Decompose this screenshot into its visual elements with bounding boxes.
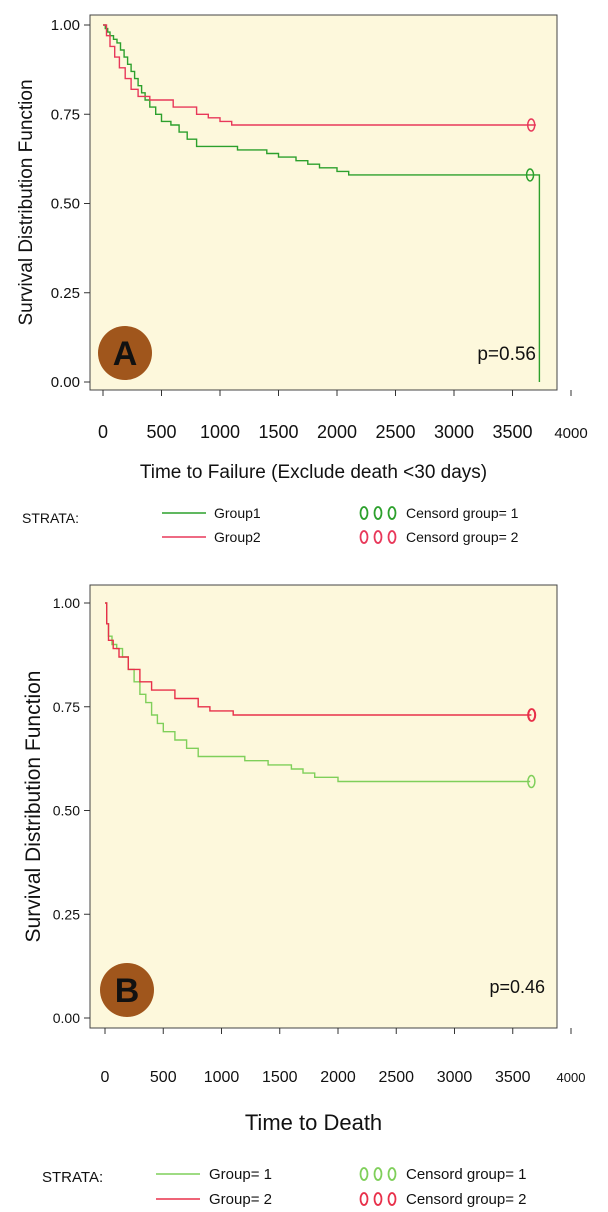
panel-letter-badge: [98, 326, 152, 380]
censor-marker: [527, 708, 537, 722]
censor-marker: [527, 774, 536, 789]
x-axis-label: Time to Failure (Exclude death <30 days): [140, 462, 487, 483]
legend-title: STRATA:: [22, 510, 79, 526]
x-tick-label: 2500: [378, 1069, 414, 1086]
panel-letter: B: [115, 972, 140, 1010]
x-tick-label: 3500: [495, 1069, 531, 1086]
legend: STRATA: Group1 Group2 Censord group= 1 Censo…: [22, 505, 519, 545]
series-line-1: [105, 602, 531, 783]
legend-censor-swatch: [373, 530, 383, 544]
series-line-2: [103, 24, 536, 126]
series-line-1: [103, 24, 541, 382]
p-value-annotation: p=0.46: [489, 977, 545, 997]
legend-censor-swatch: [359, 1192, 369, 1206]
x-tick-label: 2500: [375, 422, 415, 442]
y-tick-label: 1.00: [53, 595, 80, 611]
x-tick-label: 500: [150, 1069, 177, 1086]
legend-censor-swatch: [373, 1192, 383, 1206]
x-tick-label: 4000: [554, 425, 587, 442]
legend-censor-swatch: [387, 530, 397, 544]
plot-area: [89, 584, 558, 1029]
p-value-annotation: p=0.56: [477, 344, 536, 365]
x-tick-label: 1500: [262, 1069, 298, 1086]
legend-series-label: Group1: [214, 505, 261, 521]
x-tick-label: 2000: [317, 422, 357, 442]
legend-title: STRATA:: [42, 1169, 103, 1186]
legend-series-label: Group= 1: [209, 1166, 272, 1183]
y-tick-label: 0.00: [51, 374, 80, 391]
chart-panel-a: 0.00 0.25 0.50 0.75 1.00 0 500 1000 1500 2000 2500…: [16, 14, 588, 545]
legend: STRATA: Group= 1 Group= 2 Censord group= 1 C…: [42, 1166, 527, 1208]
censor-marker: [525, 168, 535, 182]
x-axis-label: Time to Death: [245, 1110, 382, 1135]
legend-censor-label: Censord group= 2: [406, 529, 519, 545]
y-tick-label: 0.75: [53, 699, 80, 715]
x-tick-label: 500: [146, 422, 176, 442]
panel-letter: A: [113, 335, 138, 373]
censor-marker: [526, 118, 536, 132]
series-line-2: [105, 602, 532, 716]
legend-censor-swatch: [373, 506, 383, 520]
x-tick-label: 2000: [320, 1069, 356, 1086]
y-tick-label: 0.75: [51, 106, 80, 123]
legend-censor-swatch: [373, 1167, 383, 1181]
legend-censor-swatch: [387, 1192, 397, 1206]
legend-censor-swatch: [387, 506, 397, 520]
y-axis-label: Survival Distribution Function: [16, 79, 37, 325]
chart-panel-b: 0.00 0.25 0.50 0.75 1.00 0 500 1000 1500 2000 2500…: [22, 584, 586, 1208]
legend-censor-swatch: [387, 1167, 397, 1181]
x-tick-label: 3000: [434, 422, 474, 442]
legend-censor-swatch: [359, 530, 369, 544]
y-tick-label: 0.25: [51, 285, 80, 302]
legend-censor-swatch: [359, 1167, 369, 1181]
legend-censor-label: Censord group= 1: [406, 1166, 527, 1183]
legend-censor-swatch: [359, 506, 369, 520]
legend-censor-label: Censord group= 2: [406, 1191, 527, 1208]
plot-area: [89, 14, 558, 391]
legend-censor-label: Censord group= 1: [406, 505, 519, 521]
x-tick-label: 3000: [437, 1069, 473, 1086]
legend-series-label: Group2: [214, 529, 261, 545]
y-axis-label: Survival Distribution Function: [22, 671, 45, 943]
y-tick-label: 0.00: [53, 1010, 80, 1026]
y-tick-label: 0.50: [51, 196, 80, 213]
x-tick-label: 4000: [557, 1070, 586, 1085]
legend-series-label: Group= 2: [209, 1191, 272, 1208]
x-tick-label: 0: [98, 422, 108, 442]
panel-letter-badge: [100, 963, 154, 1017]
y-tick-label: 0.50: [53, 803, 80, 819]
y-tick-label: 1.00: [51, 17, 80, 34]
x-tick-label: 3500: [492, 422, 532, 442]
x-tick-label: 1500: [258, 422, 298, 442]
y-tick-label: 0.25: [53, 906, 80, 922]
x-tick-label: 0: [101, 1069, 110, 1086]
x-tick-label: 1000: [204, 1069, 240, 1086]
x-tick-label: 1000: [200, 422, 240, 442]
